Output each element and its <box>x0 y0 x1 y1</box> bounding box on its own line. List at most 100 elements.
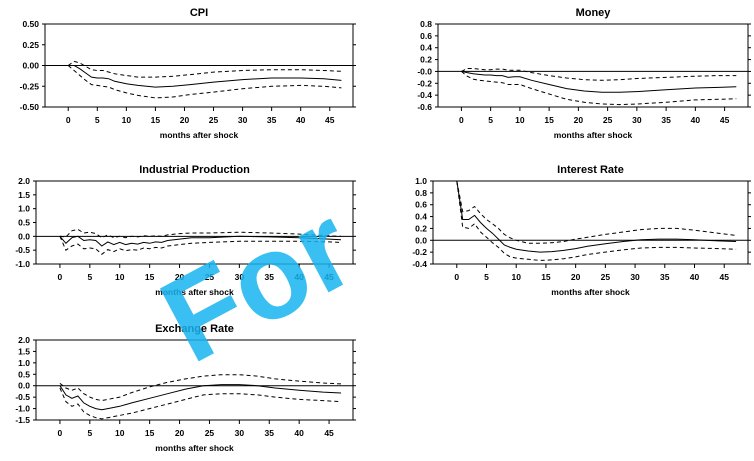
y-tick-label: 0.6 <box>420 31 432 41</box>
y-tick-label: -1.0 <box>15 259 30 269</box>
y-tick-label: -0.6 <box>417 102 432 112</box>
x-tick-label: 0 <box>58 428 63 438</box>
x-tick-label: 0 <box>58 272 63 282</box>
y-tick-label: 0.5 <box>18 218 30 228</box>
x-tick-label: 25 <box>205 272 215 282</box>
x-tick-label: 25 <box>603 115 613 125</box>
y-tick-label: 2.0 <box>18 176 30 186</box>
chart-panel: Interest Rate 1.0 0.8 0.6 0.40.2 0.0 -0.2 -0.4 0… <box>412 164 751 297</box>
x-tick-label: 10 <box>115 428 125 438</box>
chart-panel: Exchange Rate 2.01.5 1.00.5 0.0-0.5 -1.0-1.5… <box>15 323 356 453</box>
chart-title: Interest Rate <box>557 164 624 176</box>
x-tick-label: 5 <box>87 428 92 438</box>
y-tick-label: -0.4 <box>417 90 432 100</box>
x-tick-label: 20 <box>180 115 190 125</box>
x-tick-label: 45 <box>325 115 335 125</box>
x-tick-label: 0 <box>66 115 71 125</box>
impulse-response-line <box>59 235 342 247</box>
x-tick-label: 10 <box>511 272 521 282</box>
x-tick-label: 40 <box>690 272 700 282</box>
y-tick-label: -0.0 <box>417 66 432 76</box>
y-tick-label: -0.4 <box>412 259 427 269</box>
y-tick-label: 0.8 <box>420 19 432 29</box>
confidence-band-line <box>59 228 342 239</box>
confidence-band-line <box>67 60 342 78</box>
y-tick-label: 0.00 <box>22 61 39 71</box>
confidence-band-line <box>67 65 342 99</box>
x-tick-label: 15 <box>145 428 155 438</box>
x-tick-label: 40 <box>294 272 304 282</box>
x-tick-label: 40 <box>691 115 701 125</box>
y-tick-label: 1.0 <box>415 176 427 186</box>
x-tick-label: 30 <box>630 272 640 282</box>
x-tick-label: 10 <box>115 272 125 282</box>
y-tick-label: 0.4 <box>415 212 427 222</box>
y-tick-label: -1.0 <box>15 404 30 414</box>
x-tick-label: 5 <box>87 272 92 282</box>
x-tick-label: 20 <box>175 428 185 438</box>
chart-title: Money <box>576 7 612 19</box>
confidence-band-line <box>59 387 342 420</box>
x-tick-label: 20 <box>175 272 185 282</box>
x-tick-label: 5 <box>484 272 489 282</box>
plot-frame <box>35 180 354 265</box>
y-tick-label: 1.0 <box>18 358 30 368</box>
impulse-response-line <box>461 70 737 93</box>
x-tick-label: 20 <box>574 115 584 125</box>
x-tick-label: 25 <box>205 428 215 438</box>
plot-frame <box>437 23 749 108</box>
x-tick-label: 5 <box>488 115 493 125</box>
y-tick-label: -0.2 <box>412 247 427 257</box>
y-tick-label: 0.0 <box>18 231 30 241</box>
y-tick-label: 0.6 <box>415 200 427 210</box>
y-tick-label: 0.8 <box>415 188 427 198</box>
x-tick-label: 30 <box>632 115 642 125</box>
chart-panel: CPI 0.50 0.25 0.00 -0.25 -0.50 0 5 10 15 20 25 30 35 4… <box>20 7 356 140</box>
y-tick-label: 0.0 <box>18 381 30 391</box>
y-tick-label: 1.5 <box>18 190 30 200</box>
x-tick-label: 10 <box>122 115 132 125</box>
y-tick-label: 2.0 <box>18 335 30 345</box>
x-tick-label: 5 <box>95 115 100 125</box>
y-tick-label: -0.50 <box>20 102 40 112</box>
plot-frame <box>35 339 354 421</box>
confidence-band-line <box>59 236 342 255</box>
x-tick-label: 0 <box>454 272 459 282</box>
y-tick-label: 1.5 <box>18 346 30 356</box>
x-tick-label: 10 <box>515 115 525 125</box>
x-tick-label: 45 <box>719 272 729 282</box>
y-tick-label: -0.5 <box>15 245 30 255</box>
x-tick-label: 35 <box>265 428 275 438</box>
chart-panel: Money 0.8 0.6 0.4 0.2-0.0 -0.2 -0.4 -0.6 0 5 10 15 2… <box>417 7 751 140</box>
x-axis-label: months after shock <box>551 287 630 297</box>
x-tick-label: 15 <box>145 272 155 282</box>
x-tick-label: 15 <box>541 272 551 282</box>
chart-panel: Industrial Production 2.0 1.5 1.0 0.5 0.0 -0.5… <box>15 164 356 297</box>
confidence-band-line <box>461 68 737 81</box>
x-tick-label: 45 <box>720 115 730 125</box>
x-tick-label: 20 <box>571 272 581 282</box>
x-axis-label: months after shock <box>160 130 239 140</box>
y-tick-label: -0.25 <box>20 81 40 91</box>
x-axis-label: months after shock <box>155 443 234 453</box>
y-tick-label: 0.25 <box>22 40 39 50</box>
y-tick-label: -0.2 <box>417 78 432 88</box>
impulse-response-line <box>68 65 342 88</box>
y-tick-label: 0.2 <box>420 55 432 65</box>
impulse-response-line <box>456 180 737 253</box>
x-axis-label: months after shock <box>554 130 633 140</box>
x-tick-label: 0 <box>459 115 464 125</box>
y-tick-label: 1.0 <box>18 204 30 214</box>
x-axis-label: months after shock <box>155 287 234 297</box>
chart-title: Exchange Rate <box>155 323 234 335</box>
y-tick-label: 0.2 <box>415 223 427 233</box>
confidence-band-line <box>456 180 737 261</box>
confidence-band-line <box>461 71 737 106</box>
y-tick-label: -0.5 <box>15 392 30 402</box>
x-tick-label: 35 <box>660 272 670 282</box>
x-tick-label: 30 <box>238 115 248 125</box>
x-tick-label: 30 <box>235 428 245 438</box>
y-tick-label: 0.50 <box>22 19 39 29</box>
confidence-band-line <box>456 180 737 244</box>
